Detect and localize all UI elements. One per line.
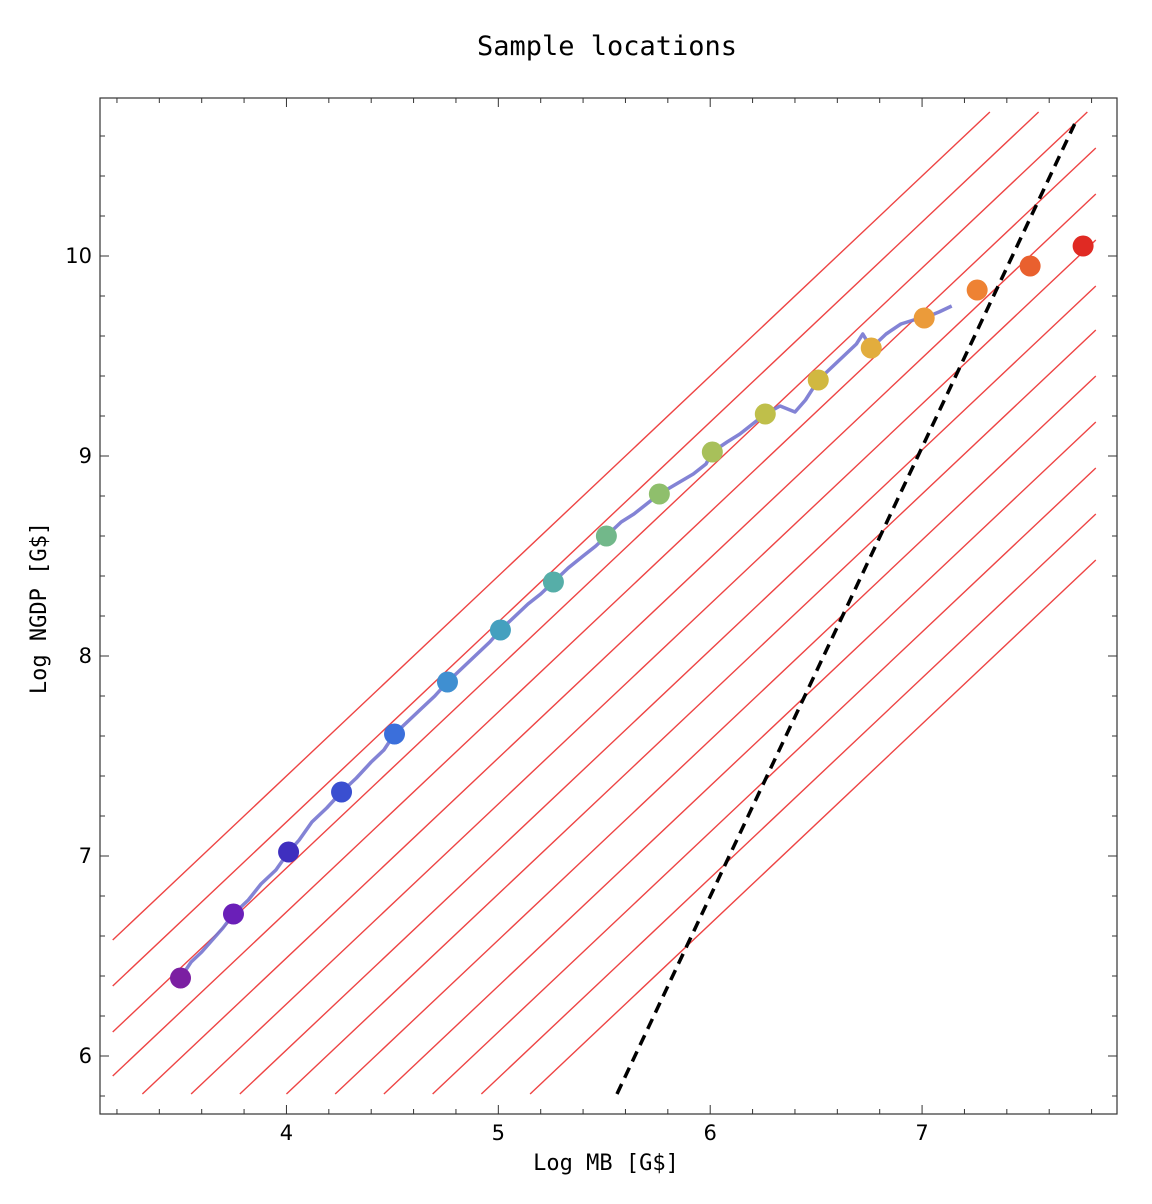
sample-point-8 [542, 571, 564, 593]
sample-point-16 [966, 279, 988, 301]
sample-point-9 [595, 525, 617, 547]
x-tick-label: 7 [915, 1121, 928, 1145]
sample-point-4 [331, 781, 353, 803]
y-tick-label: 9 [79, 444, 92, 468]
reference-line-2 [112, 111, 1040, 987]
reference-line-5 [141, 193, 1097, 1095]
x-tick-label: 5 [492, 1121, 505, 1145]
sample-point-3 [278, 841, 300, 863]
sample-point-13 [807, 369, 829, 391]
sample-point-7 [489, 619, 511, 641]
sample-point-10 [648, 483, 670, 505]
sample-point-12 [754, 403, 776, 425]
sample-point-15 [913, 307, 935, 329]
sample-point-2 [222, 903, 244, 925]
plot-frame [99, 97, 1118, 1115]
x-axis-label: Log MB [G$] [533, 1151, 679, 1176]
chart-title: Sample locations [477, 31, 737, 62]
sample-point-5 [384, 723, 406, 745]
sample-point-11 [701, 441, 723, 463]
reference-line-12 [480, 513, 1097, 1095]
reference-line-4 [112, 147, 1097, 1077]
reference-line-10 [383, 421, 1097, 1095]
sample-point-6 [436, 671, 458, 693]
x-tick-label: 4 [280, 1121, 293, 1145]
data-path-line [179, 304, 953, 979]
reference-line-6 [190, 239, 1097, 1095]
reference-lines [112, 111, 1097, 1095]
reference-line-9 [334, 375, 1097, 1095]
y-tick-label: 10 [65, 244, 92, 268]
y-tick-label: 7 [79, 844, 92, 868]
sample-point-1 [170, 967, 192, 989]
reference-line-7 [239, 285, 1097, 1095]
data-path [179, 304, 953, 979]
axis-ticks [100, 98, 1117, 1114]
sample-points [170, 235, 1094, 989]
y-axis-label: Log NGDP [G$] [27, 522, 52, 694]
reference-line-8 [285, 329, 1097, 1095]
x-tick-label: 6 [704, 1121, 717, 1145]
y-tick-label: 8 [79, 644, 92, 668]
x-tick-labels: 4 5 6 7 [280, 1121, 929, 1145]
sample-point-14 [860, 337, 882, 359]
y-tick-labels: 6 7 8 9 10 [65, 244, 92, 1068]
reference-line-13 [529, 559, 1097, 1095]
sample-point-17 [1019, 255, 1041, 277]
sample-point-18 [1072, 235, 1094, 257]
reference-line-1 [112, 111, 991, 941]
y-tick-label: 6 [79, 1044, 92, 1068]
reference-line-3 [112, 111, 1088, 1033]
